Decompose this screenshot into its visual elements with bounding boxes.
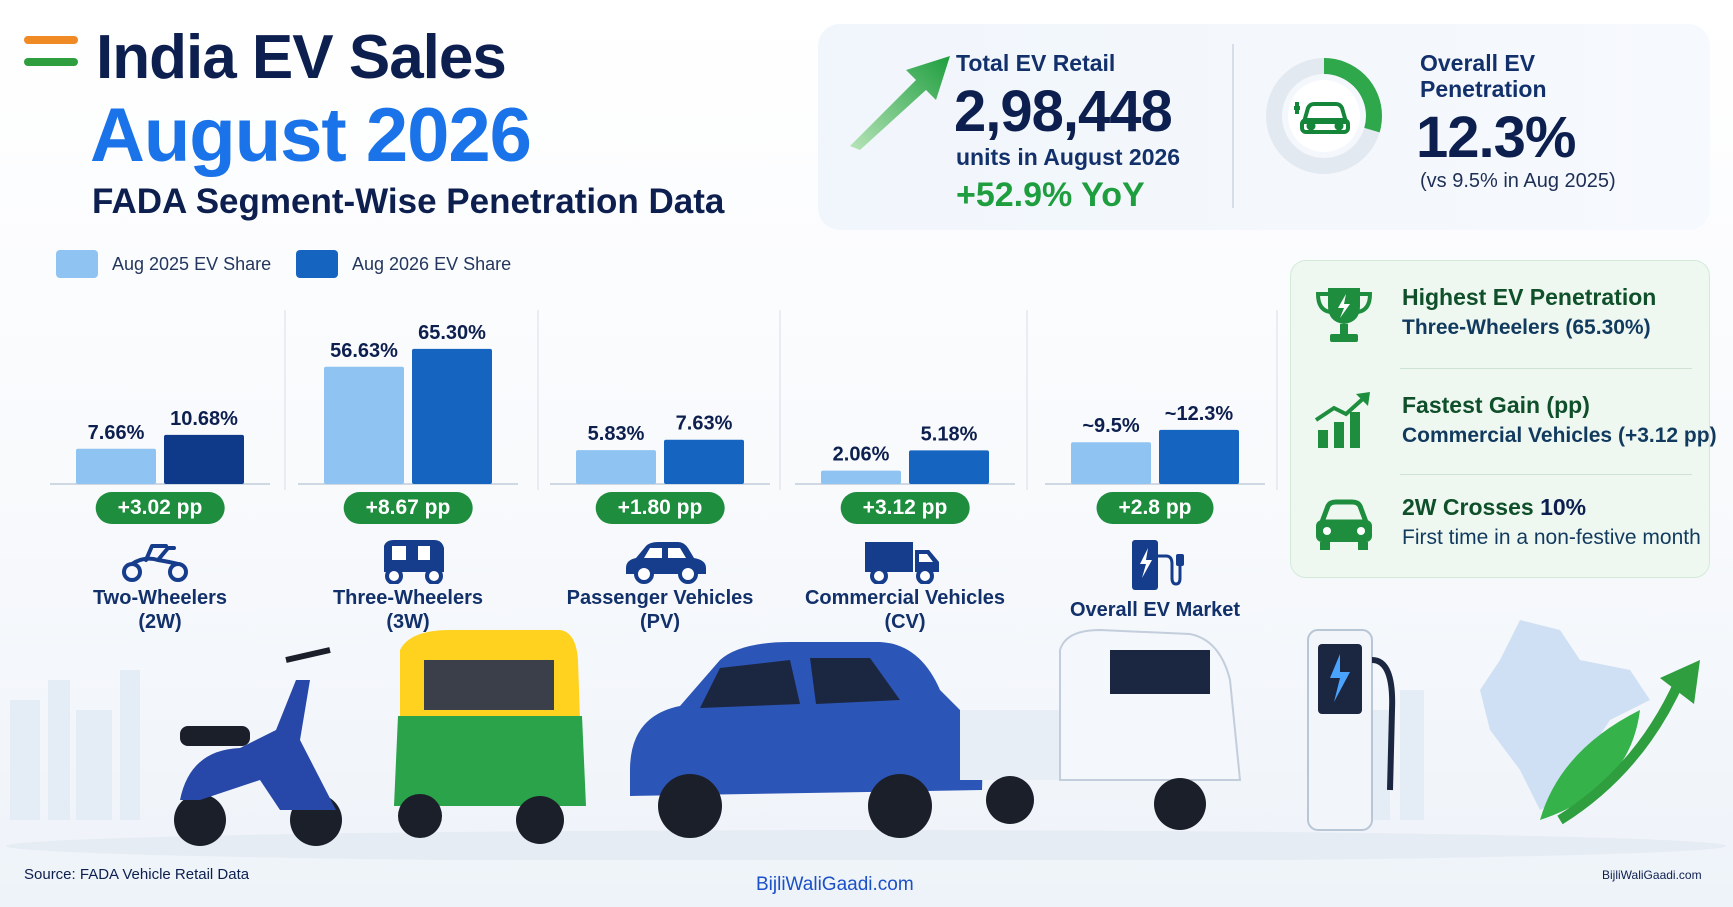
growth-chart-icon xyxy=(1314,392,1370,448)
bar-2026 xyxy=(909,450,989,484)
bar-value-label: 56.63% xyxy=(330,340,398,362)
charging-station-illustration xyxy=(1307,629,1396,831)
bar-2025 xyxy=(1071,442,1151,484)
penetration-donut xyxy=(1266,58,1382,174)
total-retail-value: 2,98,448 xyxy=(954,79,1173,144)
highlight-text-highest: Three-Wheelers (65.30%) xyxy=(1402,316,1651,339)
segment-label-line2: (2W) xyxy=(138,611,182,633)
change-badge: +3.12 pp xyxy=(840,492,970,524)
car-icon xyxy=(626,542,706,584)
trophy-icon xyxy=(1315,288,1373,342)
highlight-title-highest: Highest EV Penetration xyxy=(1402,284,1657,310)
segment-label-line1: Passenger Vehicles xyxy=(566,587,754,609)
bar-value-label: ~9.5% xyxy=(1082,415,1139,437)
segment-bar-chart: 7.66% 10.68% 56.63% 65.30% 5.83% 7.63% 2.06% 5.… xyxy=(50,310,1278,490)
source-note: Source: FADA Vehicle Retail Data xyxy=(24,866,250,883)
car-front-icon xyxy=(1316,499,1372,550)
segment-label: Commercial Vehicles (CV) xyxy=(805,586,1005,634)
ev-truck-illustration xyxy=(960,628,1242,830)
penetration-donut-arc xyxy=(1266,58,1382,174)
bar-2025 xyxy=(76,448,156,484)
legend-label-2025: Aug 2025 EV Share xyxy=(112,253,272,274)
vehicle-scene-illustration xyxy=(6,620,1726,860)
scooter-icon xyxy=(122,544,188,582)
scooter-illustration xyxy=(174,647,342,846)
highlight-title-fastest: Fastest Gain (pp) xyxy=(1402,392,1590,418)
page-title: India EV Sales xyxy=(96,23,507,92)
highlight-title-2w-bold: 10% xyxy=(1540,494,1587,520)
bar-2025 xyxy=(576,450,656,484)
bar-value-label: 7.66% xyxy=(88,422,145,444)
suv-illustration xyxy=(630,642,983,838)
page-title-date: August 2026 xyxy=(90,93,532,178)
bar-value-label: ~12.3% xyxy=(1165,403,1234,425)
leaf-arrow-illustration xyxy=(1540,660,1700,825)
bar-2025 xyxy=(821,470,901,484)
stats-divider xyxy=(1232,44,1234,208)
total-retail-label: Total EV Retail xyxy=(956,50,1116,76)
site-link-right[interactable]: BijliWaliGaadi.com xyxy=(1602,868,1702,882)
truck-icon xyxy=(865,542,939,584)
india-map-illustration xyxy=(1480,620,1650,810)
segment-label: Two-Wheelers (2W) xyxy=(93,586,227,634)
segment-label-line2: (3W) xyxy=(386,611,430,633)
segment-label-line1: Two-Wheelers xyxy=(92,587,228,609)
segment-label-line1: Overall EV Market xyxy=(1069,599,1241,621)
legend-item-2026: Aug 2026 EV Share xyxy=(296,250,511,278)
change-badge: +1.80 pp xyxy=(595,492,725,524)
change-badge: +8.67 pp xyxy=(343,492,473,524)
change-badge: +2.8 pp xyxy=(1096,492,1214,524)
legend-swatch-2026 xyxy=(296,250,338,278)
auto-rickshaw-icon xyxy=(384,540,444,584)
segment-label-line1: Commercial Vehicles xyxy=(804,587,1006,609)
segment-label: Passenger Vehicles (PV) xyxy=(567,586,754,634)
bar-2026 xyxy=(1159,429,1239,484)
highlights-divider xyxy=(1400,368,1692,369)
city-skyline xyxy=(10,670,1424,820)
segment-label-line1: Three-Wheelers xyxy=(332,587,484,609)
bar-value-label: 5.18% xyxy=(921,423,978,445)
legend-swatch-2025 xyxy=(56,250,98,278)
ev-car-icon xyxy=(1294,102,1350,134)
auto-rickshaw-illustration xyxy=(394,630,586,844)
legend-item-2025: Aug 2025 EV Share xyxy=(56,250,271,278)
change-badge: +3.02 pp xyxy=(95,492,225,524)
highlight-text-fastest: Commercial Vehicles (+3.12 pp) xyxy=(1402,424,1717,447)
highlight-title-2w-pre: 2W Crosses xyxy=(1402,494,1541,520)
penetration-label-2: Penetration xyxy=(1420,76,1547,102)
bar-2026 xyxy=(412,348,492,484)
bar-value-label: 10.68% xyxy=(170,408,238,430)
segment-label: Overall EV Market xyxy=(1070,598,1240,622)
site-link-center[interactable]: BijliWaliGaadi.com xyxy=(756,874,914,895)
bar-value-label: 7.63% xyxy=(676,413,733,435)
stats-card xyxy=(818,24,1710,230)
total-retail-yoy: +52.9% YoY xyxy=(956,176,1145,214)
legend-label-2026: Aug 2026 EV Share xyxy=(352,253,512,274)
bar-value-label: 2.06% xyxy=(833,444,890,466)
bar-value-label: 5.83% xyxy=(588,423,645,445)
bar-2025 xyxy=(324,366,404,484)
total-retail-sub: units in August 2026 xyxy=(956,144,1181,170)
penetration-value: 12.3% xyxy=(1416,105,1576,170)
highlights-divider xyxy=(1400,474,1692,475)
segment-label-line2: (PV) xyxy=(639,611,680,633)
penetration-note: (vs 9.5% in Aug 2025) xyxy=(1420,170,1616,192)
penetration-label-1: Overall EV xyxy=(1420,50,1536,76)
bar-2026 xyxy=(164,434,244,484)
highlight-title-2w: 2W Crosses 10% xyxy=(1402,494,1586,521)
charging-station-icon xyxy=(1132,540,1184,590)
bar-2026 xyxy=(664,439,744,484)
india-flag-mark xyxy=(24,36,78,66)
highlight-text-2w: First time in a non-festive month xyxy=(1402,526,1701,549)
growth-arrow-icon xyxy=(850,56,950,150)
page-subtitle: FADA Segment-Wise Penetration Data xyxy=(92,182,725,221)
segment-label-line2: (CV) xyxy=(884,611,926,633)
segment-label: Three-Wheelers (3W) xyxy=(333,586,483,634)
bar-value-label: 65.30% xyxy=(418,322,486,344)
